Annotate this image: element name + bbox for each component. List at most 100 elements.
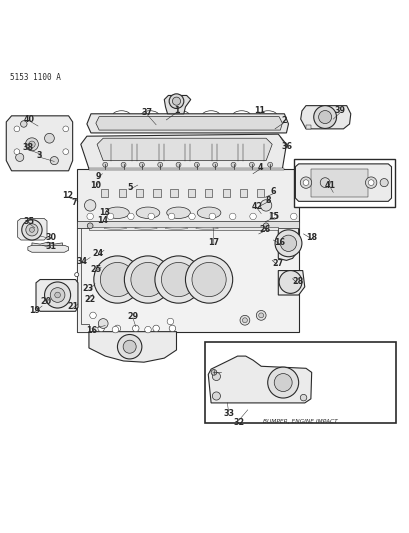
Circle shape	[90, 312, 96, 319]
Circle shape	[299, 177, 311, 188]
Text: 13: 13	[99, 208, 110, 217]
Text: 12: 12	[62, 191, 73, 200]
Circle shape	[260, 200, 271, 211]
Text: 38: 38	[22, 143, 34, 152]
Circle shape	[229, 213, 235, 220]
Circle shape	[121, 162, 126, 167]
Circle shape	[20, 120, 27, 127]
Circle shape	[280, 235, 296, 252]
Circle shape	[14, 126, 20, 132]
Circle shape	[123, 340, 136, 353]
Text: 34: 34	[76, 257, 87, 266]
Text: 11: 11	[254, 107, 265, 116]
Circle shape	[124, 256, 171, 303]
Circle shape	[231, 162, 235, 167]
Text: 22: 22	[84, 295, 96, 304]
Polygon shape	[97, 138, 272, 160]
Circle shape	[172, 97, 180, 105]
Bar	[118, 189, 126, 197]
Circle shape	[157, 162, 162, 167]
Text: 3: 3	[36, 151, 41, 160]
Circle shape	[74, 272, 79, 277]
Circle shape	[45, 133, 54, 143]
Circle shape	[103, 162, 108, 167]
Bar	[187, 189, 195, 197]
Text: 26: 26	[259, 224, 270, 233]
Ellipse shape	[136, 207, 160, 219]
Text: 9: 9	[95, 172, 101, 181]
Circle shape	[63, 149, 68, 155]
Text: 21: 21	[67, 302, 78, 311]
Circle shape	[313, 106, 336, 128]
Text: 5153 1100 A: 5153 1100 A	[10, 73, 61, 82]
Text: 5: 5	[127, 183, 132, 192]
Bar	[76, 169, 298, 222]
Text: 35: 35	[24, 217, 34, 226]
Text: 24: 24	[92, 249, 103, 258]
Circle shape	[155, 256, 202, 303]
Ellipse shape	[165, 227, 187, 229]
Circle shape	[302, 180, 308, 185]
Ellipse shape	[196, 227, 218, 229]
Text: 4: 4	[256, 163, 262, 172]
Circle shape	[50, 288, 65, 302]
Text: 8: 8	[265, 196, 270, 205]
Circle shape	[168, 213, 175, 220]
Circle shape	[188, 213, 195, 220]
Circle shape	[267, 162, 272, 167]
Text: 41: 41	[324, 181, 335, 190]
Circle shape	[256, 311, 265, 320]
Circle shape	[29, 141, 35, 148]
Circle shape	[153, 325, 159, 332]
Polygon shape	[28, 245, 68, 252]
Circle shape	[185, 256, 232, 303]
Circle shape	[98, 319, 108, 328]
Circle shape	[242, 318, 247, 322]
Polygon shape	[278, 271, 304, 295]
Text: 36: 36	[281, 142, 292, 151]
Circle shape	[270, 213, 276, 220]
Circle shape	[299, 394, 306, 401]
Bar	[204, 342, 395, 423]
Text: 40: 40	[24, 115, 34, 124]
Polygon shape	[18, 219, 47, 240]
Polygon shape	[300, 106, 350, 129]
Text: 10: 10	[90, 181, 101, 190]
Circle shape	[258, 313, 263, 318]
Bar	[293, 159, 394, 207]
Circle shape	[98, 325, 104, 332]
Bar	[153, 189, 160, 197]
Text: 15: 15	[267, 212, 278, 221]
Circle shape	[144, 326, 151, 333]
Ellipse shape	[197, 207, 220, 219]
Circle shape	[290, 213, 296, 220]
Circle shape	[364, 177, 376, 188]
Circle shape	[84, 200, 96, 211]
Circle shape	[194, 162, 199, 167]
Polygon shape	[36, 279, 78, 311]
Circle shape	[50, 157, 58, 165]
Circle shape	[127, 213, 134, 220]
Text: 31: 31	[45, 241, 56, 251]
Text: 14: 14	[97, 216, 108, 225]
Bar	[76, 223, 298, 228]
Circle shape	[16, 154, 24, 161]
Text: 1: 1	[173, 107, 179, 116]
Polygon shape	[164, 95, 190, 114]
Circle shape	[319, 177, 329, 188]
Circle shape	[139, 162, 144, 167]
Circle shape	[167, 318, 173, 325]
Circle shape	[211, 369, 216, 375]
Circle shape	[107, 213, 114, 220]
Text: 7: 7	[71, 198, 76, 207]
Polygon shape	[81, 134, 286, 169]
Circle shape	[379, 179, 387, 187]
Circle shape	[117, 335, 142, 359]
Circle shape	[212, 373, 220, 381]
Circle shape	[14, 149, 20, 155]
Text: 25: 25	[90, 265, 101, 274]
Polygon shape	[208, 356, 311, 403]
Bar	[170, 189, 177, 197]
Bar	[101, 189, 108, 197]
Circle shape	[132, 325, 139, 332]
